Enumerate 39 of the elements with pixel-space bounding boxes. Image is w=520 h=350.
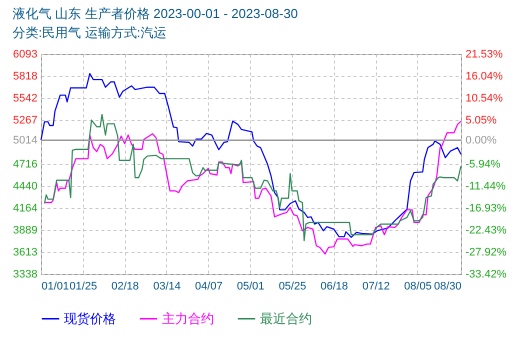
y-tick-label: 5267 [13, 114, 38, 126]
x-tick-label: 05/25 [278, 280, 306, 292]
y2-tick-label: -22.43% [466, 224, 507, 236]
y2-tick-label: -27.92% [466, 246, 507, 258]
y2-tick-label: 21.53% [466, 48, 504, 60]
x-tick-label: 06/18 [320, 280, 348, 292]
y2-tick-label: 0.00% [466, 134, 497, 147]
legend-label: 主力合约 [162, 310, 214, 326]
y-tick-label: 4164 [13, 202, 38, 215]
chart-subtitle: 分类:民用气 运输方式:汽运 [12, 25, 166, 40]
legend-label: 现货价格 [64, 310, 116, 326]
chart-title: 液化气 山东 生产者价格 2023-00-01 - 2023-08-30 [12, 6, 298, 21]
y-tick-label: 5014 [13, 134, 38, 147]
line-series [40, 72, 462, 238]
y2-tick-label: 16.04% [466, 70, 504, 82]
y-tick-label: 6093 [13, 48, 38, 60]
x-tick-label: 02/18 [111, 280, 139, 292]
y2-tick-label: -33.42% [466, 268, 507, 280]
x-tick-label: 01/25 [70, 280, 98, 292]
x-tick-label: 08/05 [404, 280, 432, 292]
x-tick-label: 05/01 [236, 280, 264, 292]
y-tick-label: 4716 [13, 158, 38, 170]
y-tick-label: 3338 [13, 268, 38, 280]
x-tick-label: 03/14 [153, 280, 181, 292]
x-tick-label: 01/01 [42, 280, 70, 292]
y2-tick-label: -5.94% [466, 158, 501, 170]
y2-tick-label: -11.44% [466, 180, 506, 192]
x-tick-label: 08/30 [434, 280, 462, 292]
y-tick-label: 3889 [13, 224, 38, 236]
x-tick-label: 04/07 [195, 280, 223, 292]
y-tick-label: 5818 [13, 70, 38, 82]
x-tick-label: 07/12 [362, 280, 390, 292]
y2-tick-label: 5.05% [466, 114, 497, 126]
legend-label: 最近合约 [260, 310, 312, 326]
y2-tick-label: 10.54% [466, 92, 504, 104]
y-tick-label: 4440 [13, 180, 38, 192]
y2-tick-label: -16.93% [466, 202, 507, 214]
y-tick-label: 5542 [13, 92, 38, 104]
y-tick-label: 3613 [13, 246, 38, 259]
